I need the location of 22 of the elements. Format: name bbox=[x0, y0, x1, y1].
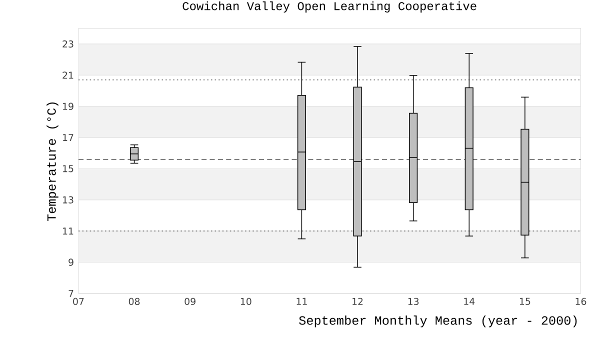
x-tick-label: 07 bbox=[73, 298, 84, 306]
y-tick-label: 23 bbox=[62, 40, 74, 48]
x-tick-label: 12 bbox=[352, 298, 363, 306]
x-tick-label: 13 bbox=[408, 298, 419, 306]
x-axis-title: September Monthly Means (year - 2000) bbox=[299, 316, 577, 328]
x-tick-label: 08 bbox=[128, 298, 140, 306]
y-tick-label: 15 bbox=[63, 165, 74, 172]
y-tick-label: 11 bbox=[63, 228, 74, 235]
chart-title: Cowichan Valley Open Learning Cooperative bbox=[182, 2, 476, 13]
y-axis-title: Temperature (°C) bbox=[46, 102, 58, 222]
y-tick-label: 7 bbox=[68, 290, 74, 297]
x-tick-label: 10 bbox=[240, 298, 252, 306]
y-tick-label: 21 bbox=[62, 72, 74, 79]
y-tick-label: 13 bbox=[63, 196, 74, 204]
y-tick-label: 17 bbox=[63, 134, 74, 142]
x-tick-label: 16 bbox=[576, 298, 586, 306]
y-tick-label: 9 bbox=[68, 258, 74, 266]
y-tick-label: 19 bbox=[63, 102, 74, 110]
x-tick-label: 15 bbox=[520, 298, 530, 306]
x-tick-label: 09 bbox=[184, 298, 196, 306]
x-tick-label: 14 bbox=[464, 298, 475, 305]
x-tick-label: 11 bbox=[296, 298, 307, 305]
